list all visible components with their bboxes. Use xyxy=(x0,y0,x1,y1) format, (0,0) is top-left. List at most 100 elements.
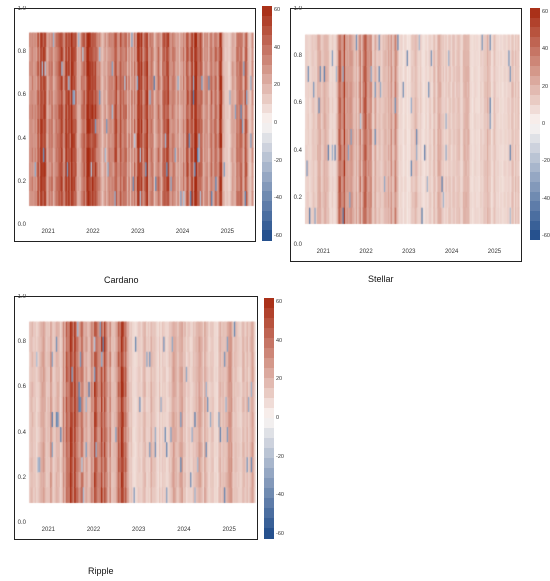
colorbar-segment xyxy=(530,66,540,77)
colorbar-tick-label: -20 xyxy=(542,158,550,165)
colorbar-tick-label: -40 xyxy=(542,195,550,202)
colorbar-segment xyxy=(262,162,272,173)
y-tick-label: 0.4 xyxy=(293,147,302,154)
colorbar xyxy=(530,8,540,241)
colorbar-segment xyxy=(530,46,540,57)
x-tick-label: 2025 xyxy=(487,249,502,255)
colorbar-segment xyxy=(262,230,272,241)
colorbar-segment xyxy=(530,211,540,222)
y-tick-label: 1.0 xyxy=(293,6,302,12)
colorbar-tick-label: 0 xyxy=(542,121,546,127)
colorbar-segment xyxy=(262,123,272,134)
colorbar-tick-label: -60 xyxy=(274,233,282,239)
colorbar-segment xyxy=(264,478,274,489)
colorbar-segment xyxy=(262,64,272,75)
colorbar-tick-label: 20 xyxy=(276,376,283,383)
x-tick-label: 2022 xyxy=(86,527,101,533)
colorbar-segment xyxy=(530,104,540,115)
colorbar-segment xyxy=(262,6,272,17)
colorbar-segment xyxy=(264,448,274,459)
x-tick-label: 2022 xyxy=(359,249,373,255)
colorbar-segment xyxy=(264,368,274,379)
colorbar-tick-label: 0 xyxy=(276,415,280,421)
y-tick-label: 0.6 xyxy=(17,92,26,99)
x-tick-label: 2022 xyxy=(86,229,100,235)
colorbar-tick-label: 60 xyxy=(542,9,549,15)
x-tick-label: 2024 xyxy=(444,249,459,255)
heatmap-plot-area xyxy=(14,8,256,242)
colorbar-segment xyxy=(262,191,272,202)
x-tick-label: 2025 xyxy=(220,229,235,235)
colorbar-segment xyxy=(262,54,272,65)
x-tick-label: 2024 xyxy=(175,229,190,235)
colorbar-tick-label: 40 xyxy=(274,44,281,51)
colorbar-segment xyxy=(530,201,540,212)
colorbar-tick-label: 20 xyxy=(274,82,281,89)
x-tick-label: 2021 xyxy=(41,527,55,533)
colorbar-segment xyxy=(264,398,274,409)
x-tick-label: 2023 xyxy=(131,229,145,235)
x-tick-label: 2021 xyxy=(316,249,330,255)
colorbar-tick-label: -60 xyxy=(276,531,284,537)
y-tick-label: 0.4 xyxy=(17,135,26,142)
colorbar-segment xyxy=(530,133,540,144)
colorbar-tick-label: -20 xyxy=(276,453,284,460)
colorbar-segment xyxy=(530,143,540,154)
y-tick-label: 0.8 xyxy=(17,49,26,56)
colorbar-segment xyxy=(262,93,272,104)
colorbar-segment xyxy=(530,182,540,193)
colorbar-segment xyxy=(264,338,274,349)
colorbar-tick-label: -40 xyxy=(276,492,284,499)
colorbar-segment xyxy=(530,162,540,173)
y-tick-label: 0.8 xyxy=(293,53,302,60)
colorbar-tick-label: 40 xyxy=(276,337,283,344)
colorbar-segment xyxy=(530,37,540,48)
colorbar-segment xyxy=(264,318,274,329)
colorbar-segment xyxy=(262,201,272,212)
colorbar-tick-label: -40 xyxy=(274,195,282,202)
colorbar-segment xyxy=(530,56,540,67)
x-tick-label: 2021 xyxy=(41,229,55,235)
y-tick-label: 0.0 xyxy=(293,242,302,248)
colorbar-segment xyxy=(262,103,272,114)
x-tick-label: 2023 xyxy=(402,249,416,255)
colorbar-segment xyxy=(264,378,274,389)
x-tick-label: 2024 xyxy=(177,527,191,533)
colorbar-segment xyxy=(530,172,540,183)
colorbar-segment xyxy=(264,498,274,509)
colorbar-segment xyxy=(530,124,540,135)
colorbar-segment xyxy=(530,220,540,231)
colorbar-segment xyxy=(264,308,274,319)
colorbar-segment xyxy=(262,35,272,46)
heatmap-canvas xyxy=(15,297,257,539)
colorbar-segment xyxy=(262,45,272,56)
colorbar-segment xyxy=(264,418,274,429)
colorbar-tick-label: -20 xyxy=(274,157,282,164)
colorbar-segment xyxy=(264,488,274,499)
colorbar xyxy=(262,6,272,241)
colorbar-segment xyxy=(530,191,540,202)
y-tick-label: 0.0 xyxy=(17,222,26,228)
colorbar-segment xyxy=(262,84,272,95)
y-tick-label: 0.0 xyxy=(17,520,26,526)
colorbar-segment xyxy=(262,74,272,85)
colorbar-tick-label: -60 xyxy=(542,233,550,239)
colorbar-segment xyxy=(262,181,272,192)
colorbar-segment xyxy=(262,15,272,26)
colorbar-tick-label: 20 xyxy=(542,83,549,90)
colorbar-segment xyxy=(530,75,540,86)
chart-title: Cardano xyxy=(104,275,139,285)
y-tick-label: 0.6 xyxy=(17,384,26,391)
colorbar-segment xyxy=(264,358,274,369)
x-tick-label: 2025 xyxy=(222,527,236,533)
colorbar-segment xyxy=(264,508,274,519)
colorbar-segment xyxy=(530,95,540,106)
colorbar-segment xyxy=(262,220,272,231)
colorbar-segment xyxy=(264,528,274,539)
colorbar-segment xyxy=(264,468,274,479)
y-tick-label: 0.2 xyxy=(17,474,26,481)
chart-title: Ripple xyxy=(88,566,114,576)
colorbar-segment xyxy=(530,85,540,96)
colorbar-segment xyxy=(262,210,272,221)
colorbar xyxy=(264,298,274,539)
